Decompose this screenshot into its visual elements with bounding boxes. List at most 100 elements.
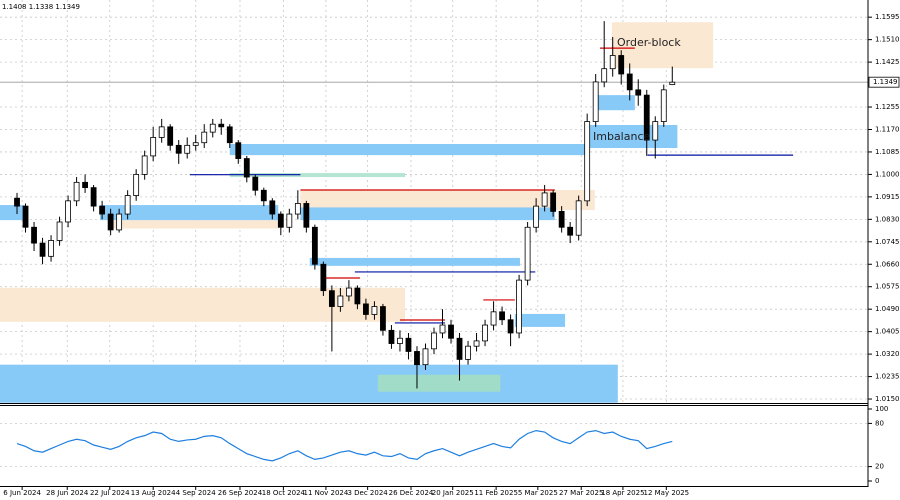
zone <box>611 22 714 69</box>
candle-body <box>626 73 633 91</box>
candle-body <box>439 324 446 334</box>
candle-body <box>601 68 608 83</box>
candle-body <box>82 181 88 189</box>
candle-body <box>592 81 599 122</box>
x-tick-label: 20 Jan 2025 <box>432 489 474 497</box>
candle-body <box>550 192 557 212</box>
candle-body <box>116 213 123 231</box>
candle-body <box>73 181 80 202</box>
candle-body <box>90 187 97 207</box>
indicator-tick-label: 20 <box>875 463 884 471</box>
annotation: Imbalance <box>593 130 650 143</box>
candle-body <box>584 121 591 202</box>
candle-body <box>150 137 157 157</box>
candle-body <box>388 329 395 344</box>
candle-body <box>184 144 191 154</box>
candle-body <box>397 337 403 344</box>
y-tick-label: 1.1510 <box>875 36 900 44</box>
zone <box>229 144 585 156</box>
candle-body <box>380 306 386 331</box>
candle-body <box>303 203 310 228</box>
candle-body <box>558 211 565 228</box>
zone <box>110 220 279 229</box>
x-tick-label: 28 Jun 2024 <box>46 489 89 497</box>
candle-body <box>363 303 369 315</box>
y-tick-label: 1.1170 <box>875 125 900 133</box>
x-tick-label: 6 Jun 2024 <box>3 489 41 497</box>
candle-body <box>456 337 463 360</box>
candle-body <box>209 123 216 133</box>
candle-body <box>431 332 437 350</box>
zone <box>377 374 501 392</box>
candle-body <box>507 319 514 334</box>
candle-body <box>414 351 420 366</box>
zone <box>229 173 406 178</box>
candle-body <box>226 126 233 144</box>
candle-body <box>337 295 344 307</box>
y-tick-label: 1.1595 <box>875 13 900 21</box>
candle-body <box>56 221 63 241</box>
candle-body <box>473 340 480 347</box>
x-tick-label: 26 Dec 2024 <box>389 489 434 497</box>
candle-body <box>524 226 531 281</box>
candle-body <box>107 213 114 231</box>
candle-body <box>533 205 540 228</box>
x-tick-label: 5 Mar 2025 <box>518 489 558 497</box>
x-tick-label: 22 Jul 2024 <box>90 489 130 497</box>
candle-body <box>235 142 242 159</box>
y-tick-label: 1.1085 <box>875 148 900 156</box>
zone <box>0 364 618 403</box>
y-tick-label: 1.0575 <box>875 283 900 291</box>
candle-body <box>99 205 106 215</box>
candle-body <box>448 324 454 339</box>
zones <box>0 22 868 403</box>
candle-body <box>141 155 148 175</box>
candle-body <box>201 131 208 144</box>
candle-body <box>269 200 276 215</box>
candle-body <box>346 287 352 297</box>
candle-body <box>252 176 259 191</box>
x-tick-label: 13 Aug 2024 <box>131 489 176 497</box>
zone <box>300 207 555 221</box>
x-tick-label: 11 Nov 2024 <box>304 489 349 497</box>
candle-body <box>65 200 71 223</box>
candle-body <box>660 89 667 122</box>
x-tick-label: 4 Sep 2024 <box>176 489 216 497</box>
candle-body <box>499 311 505 321</box>
candle-body <box>618 55 625 75</box>
candle-body <box>286 213 293 228</box>
candle-body <box>320 263 327 292</box>
current-price-label: 1.1349 <box>873 78 898 86</box>
candle-body <box>541 192 548 207</box>
candle-body <box>405 337 412 352</box>
x-tick-label: 27 Mar 2025 <box>559 489 603 497</box>
candle-body <box>260 189 267 202</box>
indicator-tick-label: 0 <box>875 477 879 485</box>
zone <box>300 190 595 211</box>
y-tick-label: 1.0830 <box>875 215 900 223</box>
candle-body <box>31 226 37 244</box>
candle-body <box>643 94 650 141</box>
y-tick-label: 1.1000 <box>875 170 900 178</box>
y-tick-label: 1.0915 <box>875 193 900 201</box>
candle-body <box>218 123 225 128</box>
candle-body <box>354 287 361 305</box>
candle-body <box>133 174 140 196</box>
candle-body <box>669 81 676 85</box>
indicator-tick-label: 80 <box>875 419 884 427</box>
zone <box>309 257 520 266</box>
x-tick-label: 12 May 2025 <box>643 489 689 497</box>
y-tick-label: 1.0490 <box>875 305 900 313</box>
annotation: Order-block <box>617 36 681 49</box>
candle-body <box>124 195 131 215</box>
candle-body <box>490 311 497 326</box>
ohlc-header: 1.1408 1.1338 1.1349 <box>2 3 80 11</box>
candle-body <box>294 203 301 215</box>
zone <box>0 205 25 221</box>
candle-body <box>311 226 318 265</box>
y-tick-label: 1.0150 <box>875 395 900 403</box>
candle-body <box>22 205 29 228</box>
y-tick-label: 1.0235 <box>875 373 900 381</box>
